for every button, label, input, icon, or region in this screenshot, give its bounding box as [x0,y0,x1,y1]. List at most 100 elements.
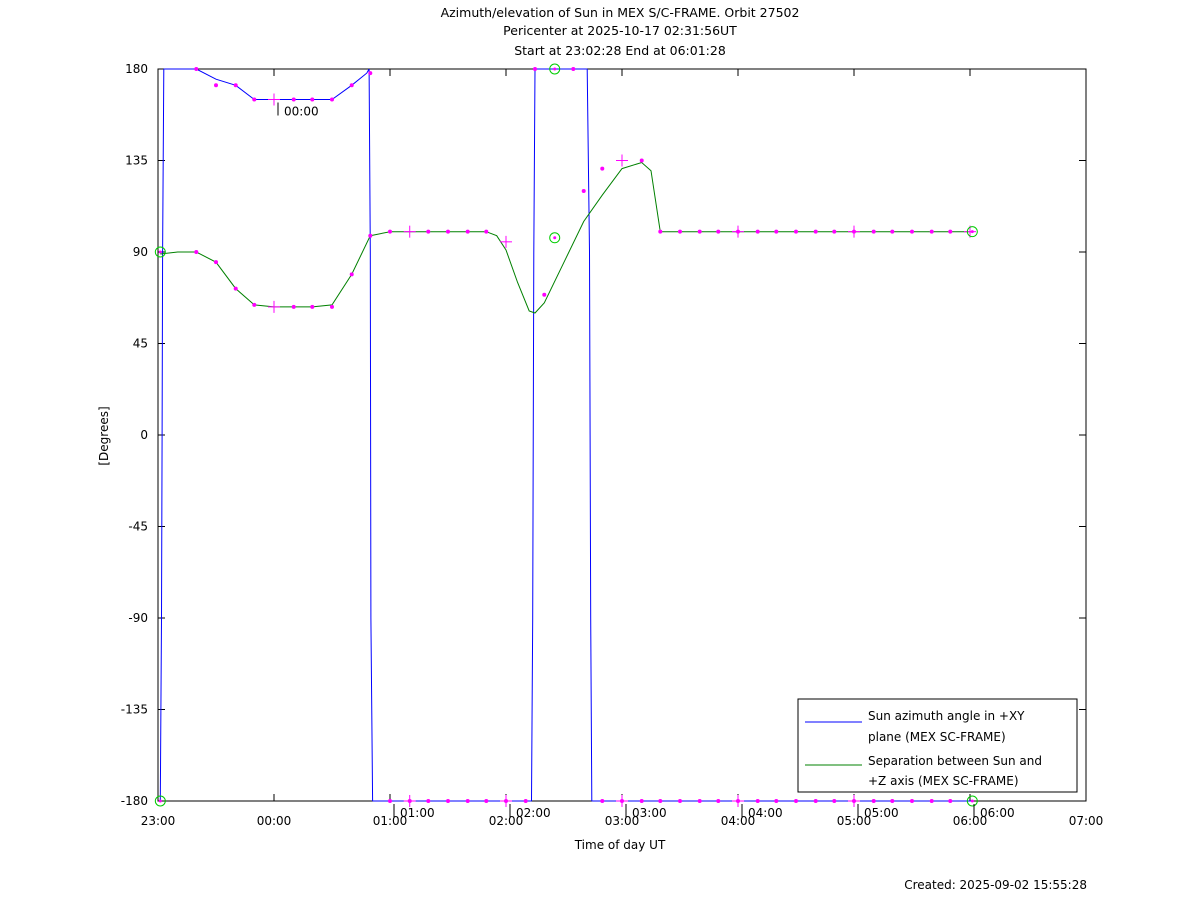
x-tick-label: 03:00 [605,814,640,828]
data-point-dot [813,229,818,234]
time-annotation: 06:00 [973,804,1015,820]
data-point-dot [832,229,837,234]
data-point-dot [600,799,605,803]
y-axis-label: [Degrees] [97,406,111,465]
data-point-dot [533,67,537,71]
data-point-dot [948,229,953,234]
y-tick-label: 45 [133,337,148,351]
y-tick-label: -135 [121,703,148,717]
data-point-dot [523,799,528,803]
chart-title-line-1: Azimuth/elevation of Sun in MEX S/C-FRAM… [441,5,800,20]
endpoint-circle [549,232,561,244]
data-point-dot [890,229,895,234]
data-point-dot [794,229,798,234]
data-point-dot [755,229,760,234]
azimuth-line [163,68,370,100]
data-point-dot [600,166,605,171]
chart-title-line-2: Pericenter at 2025-10-17 02:31:56UT [503,23,737,38]
data-point-dot [716,229,721,234]
time-annotation: 03:00 [625,804,667,820]
data-point-dot [697,229,702,234]
data-point-dot [368,233,373,238]
annotation-label: 01:00 [400,806,435,820]
data-point-dot [658,799,663,803]
endpoint-dot [553,67,557,71]
data-point-cross [403,225,416,238]
data-point-cross [732,225,744,238]
data-point-dot [755,799,760,803]
legend-separation-line-1: Separation between Sun and [868,754,1042,768]
data-point-dot [310,304,315,309]
data-point-dot [291,97,296,102]
data-point-dot [349,272,354,277]
data-point-cross [616,795,628,807]
data-point-dot [368,71,373,76]
endpoint-circle [154,795,166,807]
x-tick-label: 23:00 [141,814,176,828]
endpoint-dot [158,799,162,803]
y-tick-labels: 180 135 90 45 0 -45 -90 -135 -180 [121,62,148,808]
time-annotation: 01:00 [393,804,435,820]
data-point-dot [465,229,470,234]
x-tick-label: 02:00 [489,814,524,828]
x-tick-label: 06:00 [953,814,988,828]
annotation-label: 06:00 [980,806,1015,820]
separation-line [160,161,973,314]
data-point-dot [658,229,663,234]
y-tick-label: 90 [133,245,148,259]
data-point-dot [716,799,721,803]
data-point-dot [832,799,837,803]
time-annotations: 00:00 01:00 02:00 03:00 04:00 05:00 06:00 [277,102,1015,820]
endpoint-circle [966,226,978,238]
data-point-cross [268,93,280,106]
time-annotation: 02:00 [509,804,551,820]
data-point-cross [616,154,628,167]
endpoint-circle [154,246,166,258]
data-point-cross [500,795,512,807]
data-point-dot [794,799,798,803]
created-timestamp: Created: 2025-09-02 15:55:28 [904,878,1087,892]
data-point-dot [678,229,682,234]
data-point-dot [678,799,682,803]
data-point-dot [581,189,586,193]
data-point-dot [774,799,779,803]
endpoint-dot [970,799,974,803]
azimuth-line [531,68,536,802]
data-point-dot [233,83,238,88]
data-point-dot [446,799,450,803]
data-point-dot [194,67,199,71]
endpoint-dot [970,230,974,234]
annotation-label: 00:00 [284,105,319,119]
y-tick-label: 135 [125,154,148,168]
data-point-dot [929,229,934,234]
data-point-dot [571,67,576,71]
plot-area [157,68,1087,802]
time-annotation: 04:00 [741,804,783,820]
data-point-dot [871,229,876,234]
data-point-dot [349,83,354,88]
data-point-cross [848,795,860,807]
data-point-dot [484,229,489,234]
legend: Sun azimuth angle in +XY plane (MEX SC-F… [797,698,1078,793]
y-tick-label: 180 [125,62,148,76]
data-point-dot [214,260,218,265]
data-point-cross [732,795,744,807]
azimuth-line [586,68,593,802]
time-annotation: 00:00 [277,102,319,119]
x-tick-label: 04:00 [721,814,756,828]
data-point-dot [252,97,257,102]
annotation-label: 02:00 [516,806,551,820]
chart-title-line-3: Start at 23:02:28 End at 06:01:28 [514,43,726,58]
data-point-dot [890,799,895,803]
data-point-dot [310,97,315,102]
data-point-dot [233,286,238,291]
data-point-dot [446,229,450,234]
y-tick-label: -90 [128,611,148,625]
endpoint-circle [966,795,978,807]
data-point-dot [639,158,644,163]
data-point-dot [426,799,431,803]
data-point-dot [910,799,914,803]
data-point-dot [465,799,470,803]
data-point-dot [330,97,334,102]
data-point-dot [330,304,334,309]
